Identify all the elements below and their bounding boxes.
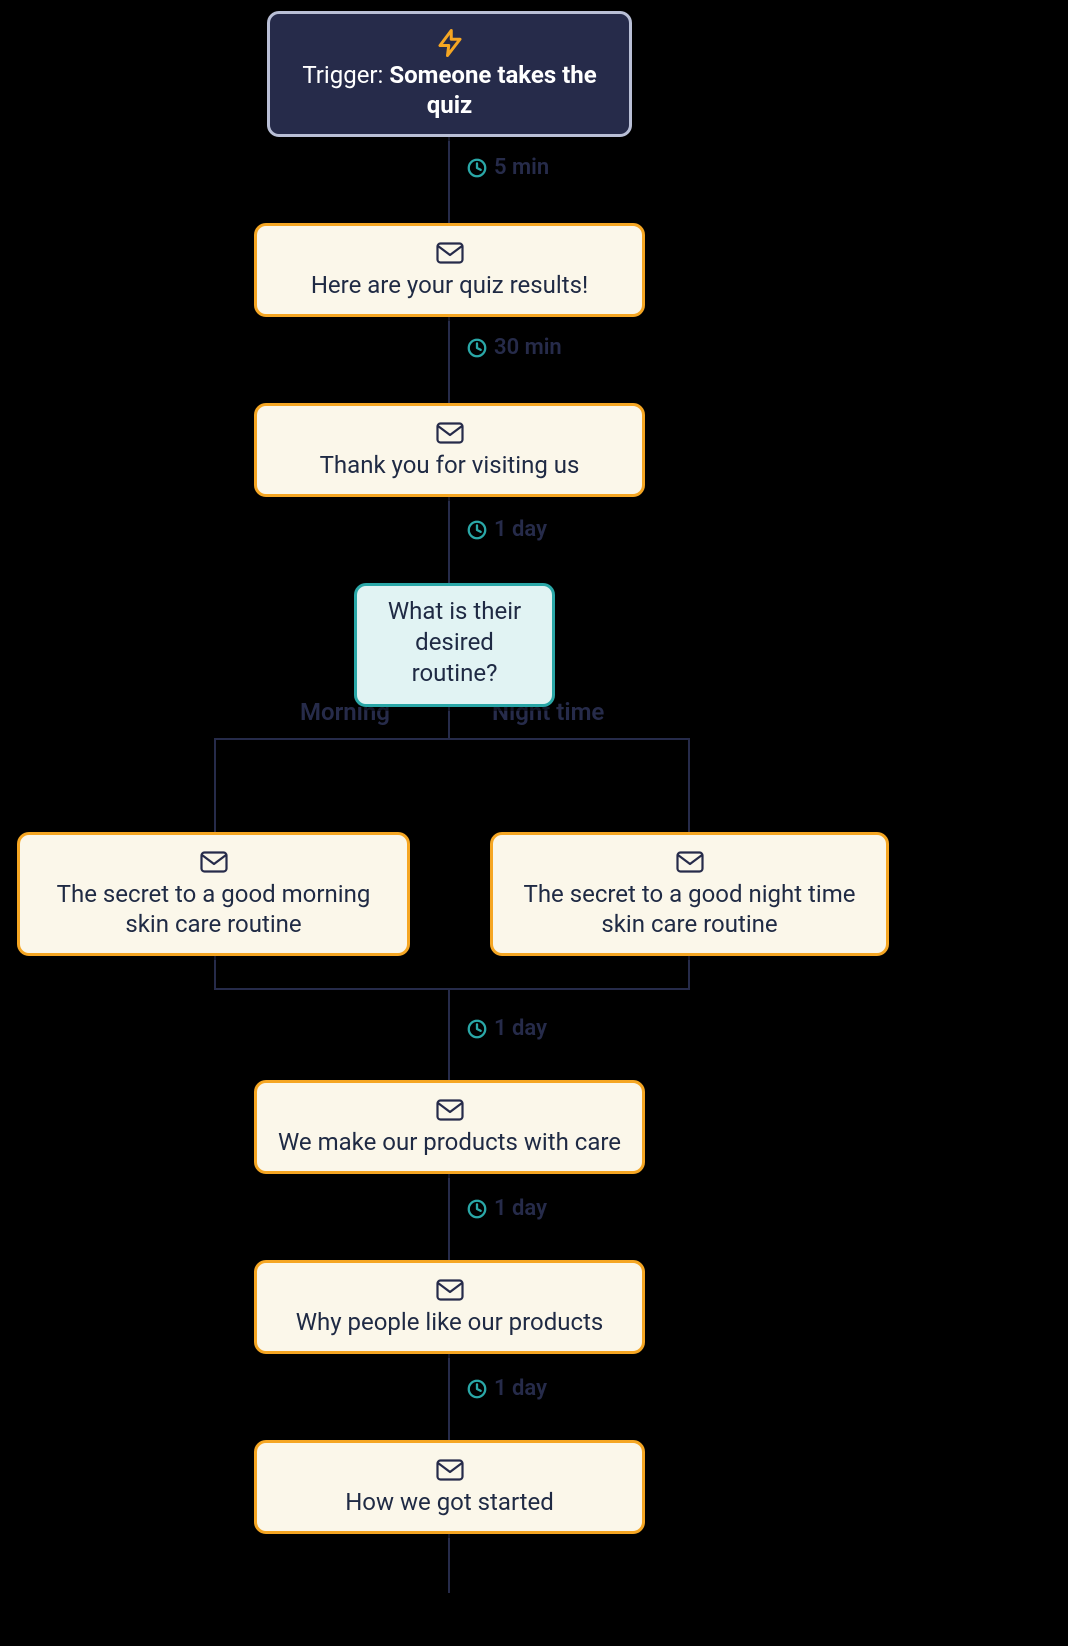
email-node-people-like[interactable]: Why people like our products [254, 1260, 645, 1354]
mail-icon [273, 242, 626, 264]
delay-text: 5 min [494, 155, 549, 180]
email-text: Why people like our products [273, 1307, 626, 1337]
email-node-got-started[interactable]: How we got started [254, 1440, 645, 1534]
delay-text: 1 day [494, 1196, 547, 1221]
email-text: Here are your quiz results! [273, 270, 626, 300]
clock-icon [466, 1378, 488, 1400]
email-node-products-care[interactable]: We make our products with care [254, 1080, 645, 1174]
email-text: The secret to a good morning skin care r… [36, 879, 391, 939]
connector [448, 1353, 450, 1440]
email-node-thank-you[interactable]: Thank you for visiting us [254, 403, 645, 497]
delay-label: 1 day [466, 517, 547, 542]
email-node-morning-secret[interactable]: The secret to a good morning skin care r… [17, 832, 410, 956]
bolt-icon [286, 28, 613, 58]
delay-label: 1 day [466, 1196, 547, 1221]
decision-node[interactable]: What is their desired routine? [354, 583, 555, 707]
flowchart-canvas: 5 min 30 min 1 day 1 day 1 day 1 day Mor… [0, 0, 1068, 1646]
mail-icon [36, 851, 391, 873]
connector [448, 1533, 450, 1593]
mail-icon [273, 1279, 626, 1301]
decision-text: What is their desired routine? [373, 596, 536, 690]
email-text: We make our products with care [273, 1127, 626, 1157]
connector [214, 988, 690, 990]
email-text: Thank you for visiting us [273, 450, 626, 480]
connector [688, 738, 690, 832]
clock-icon [466, 519, 488, 541]
delay-text: 1 day [494, 1016, 547, 1041]
delay-text: 30 min [494, 335, 562, 360]
delay-label: 30 min [466, 335, 562, 360]
connector [448, 1173, 450, 1260]
mail-icon [273, 1099, 626, 1121]
email-node-night-secret[interactable]: The secret to a good night time skin car… [490, 832, 889, 956]
connector [448, 316, 450, 403]
email-node-quiz-results[interactable]: Here are your quiz results! [254, 223, 645, 317]
clock-icon [466, 157, 488, 179]
mail-icon [273, 1459, 626, 1481]
delay-label: 1 day [466, 1016, 547, 1041]
connector [214, 738, 216, 832]
clock-icon [466, 1198, 488, 1220]
connector [214, 738, 690, 740]
mail-icon [509, 851, 870, 873]
trigger-text: Trigger: Someone takes the quiz [286, 60, 613, 120]
delay-text: 1 day [494, 517, 547, 542]
connector [448, 988, 450, 1080]
mail-icon [273, 422, 626, 444]
trigger-node[interactable]: Trigger: Someone takes the quiz [267, 11, 632, 137]
trigger-prefix: Trigger: [302, 61, 389, 89]
clock-icon [466, 1018, 488, 1040]
trigger-label: Someone takes the quiz [389, 61, 596, 119]
delay-label: 1 day [466, 1376, 547, 1401]
delay-label: 5 min [466, 155, 549, 180]
email-text: How we got started [273, 1487, 626, 1517]
delay-text: 1 day [494, 1376, 547, 1401]
email-text: The secret to a good night time skin car… [509, 879, 870, 939]
connector [448, 496, 450, 583]
clock-icon [466, 337, 488, 359]
